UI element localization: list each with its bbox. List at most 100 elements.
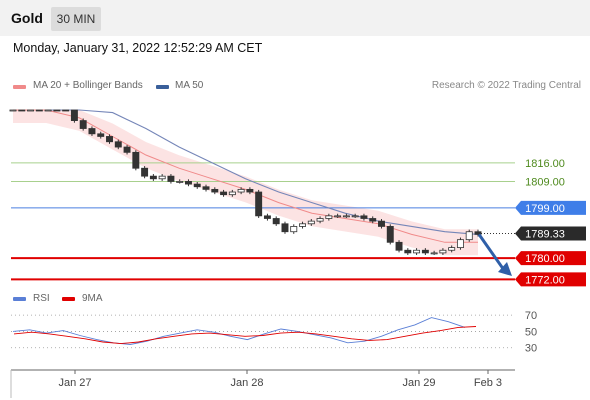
candle-body bbox=[281, 223, 289, 233]
bollinger-band-area bbox=[13, 110, 478, 256]
rsi-ma-legend-swatch bbox=[62, 297, 75, 301]
ma50-legend-label: MA 50 bbox=[175, 80, 204, 91]
candle-body bbox=[299, 223, 306, 227]
candle-body bbox=[307, 220, 315, 225]
candle-body bbox=[211, 188, 219, 193]
rsi-ma-line bbox=[13, 326, 477, 345]
bollinger-band bbox=[13, 110, 478, 256]
candle-body bbox=[149, 175, 157, 180]
price-tag-bg bbox=[515, 251, 586, 266]
candle-body bbox=[272, 218, 280, 225]
candle-body bbox=[220, 191, 228, 196]
candle-body bbox=[404, 249, 412, 254]
candle-body bbox=[369, 218, 377, 222]
rsi-ma-legend-label: 9MA bbox=[82, 293, 103, 304]
rsi-tick-label: 70 bbox=[525, 310, 537, 322]
forecast-arrow bbox=[477, 233, 512, 277]
ma20-legend-swatch bbox=[13, 85, 26, 89]
candle-body bbox=[97, 133, 105, 137]
arrow-shaft bbox=[477, 233, 506, 271]
candle-body bbox=[421, 249, 429, 254]
candle-body bbox=[88, 128, 96, 135]
price-tag-bg bbox=[515, 272, 586, 287]
candle-body bbox=[237, 188, 245, 193]
ma20-legend-label: MA 20 + Bollinger Bands bbox=[33, 80, 143, 91]
rsi-panel: 70 50 30 bbox=[11, 310, 537, 355]
arrow-head bbox=[498, 262, 512, 277]
ma20-line bbox=[13, 109, 478, 243]
candle-body bbox=[395, 241, 403, 251]
candle-body bbox=[474, 231, 482, 235]
price-levels bbox=[11, 162, 515, 281]
candle-body bbox=[342, 215, 350, 218]
instrument-title: Gold bbox=[11, 10, 43, 26]
price-tag-label: 1780.00 bbox=[525, 253, 565, 265]
candle-body bbox=[79, 120, 87, 129]
candle-body bbox=[27, 109, 35, 112]
price-tag-label: 1799.00 bbox=[525, 203, 565, 215]
candle-body bbox=[228, 191, 236, 196]
price-tag-label: 1789.33 bbox=[525, 228, 565, 240]
candle-body bbox=[185, 181, 192, 185]
candle-body bbox=[255, 191, 263, 217]
x-tick-label: Jan 27 bbox=[58, 377, 91, 389]
timestamp: Monday, January 31, 2022 12:52:29 AM CET bbox=[13, 41, 263, 55]
candle-body bbox=[456, 239, 464, 249]
candle-body bbox=[9, 109, 17, 112]
candle-body bbox=[430, 252, 438, 255]
candle-body bbox=[448, 247, 456, 251]
candle-body bbox=[386, 226, 394, 243]
candle-body bbox=[70, 109, 78, 121]
candle-body bbox=[53, 109, 61, 112]
candlesticks bbox=[9, 109, 482, 256]
candle-body bbox=[114, 141, 122, 148]
candle-body bbox=[263, 215, 271, 219]
price-tag-bg bbox=[515, 200, 586, 215]
candle-body bbox=[290, 226, 298, 233]
candle-body bbox=[44, 109, 52, 112]
ma50-line bbox=[13, 109, 479, 235]
candle-body bbox=[334, 215, 342, 218]
rsi-tick-label: 50 bbox=[525, 326, 537, 338]
candle-body bbox=[132, 151, 140, 169]
ma50-legend-swatch bbox=[156, 85, 169, 89]
candle-body bbox=[35, 109, 43, 112]
candle-body bbox=[193, 183, 201, 188]
x-tick-label: Jan 29 bbox=[402, 377, 435, 389]
candle-body bbox=[202, 186, 210, 190]
rsi-line bbox=[12, 317, 466, 345]
candle-body bbox=[158, 175, 166, 180]
price-tag-bg bbox=[515, 226, 586, 241]
candle-body bbox=[141, 167, 149, 177]
rsi-legend-swatch bbox=[13, 297, 26, 301]
credit-text: Research © 2022 Trading Central bbox=[431, 80, 581, 91]
candle-body bbox=[123, 146, 131, 153]
price-tag-label: 1809.00 bbox=[525, 176, 565, 188]
header-bar: Gold 30 MIN bbox=[0, 0, 590, 36]
candle-body bbox=[360, 215, 368, 219]
x-axis: Jan 27 Jan 28 Jan 29 Feb 3 bbox=[10, 369, 515, 398]
candle-body bbox=[176, 181, 184, 183]
candle-body bbox=[167, 175, 175, 182]
candle-body bbox=[413, 249, 421, 254]
rsi-tick-label: 30 bbox=[525, 343, 537, 355]
x-tick-label: Jan 28 bbox=[230, 377, 263, 389]
candle-body bbox=[246, 188, 254, 193]
candle-body bbox=[351, 215, 359, 218]
candle-body bbox=[18, 109, 26, 112]
price-tags: 1816.00 1809.00 1799.00 1789.33 1780.00 1772.… bbox=[515, 158, 586, 287]
price-tag-label: 1772.00 bbox=[525, 274, 565, 286]
candle-body bbox=[378, 220, 385, 227]
price-tag-label: 1816.00 bbox=[525, 158, 565, 170]
timeframe-button[interactable]: 30 MIN bbox=[51, 7, 101, 31]
candle-body bbox=[325, 215, 333, 219]
moving-averages bbox=[13, 109, 479, 243]
candle-body bbox=[62, 109, 70, 112]
candle-body bbox=[465, 231, 473, 241]
rsi-legend-label: RSI bbox=[33, 293, 50, 304]
x-tick-label: Feb 3 bbox=[474, 377, 502, 389]
candle-body bbox=[106, 136, 113, 143]
candle-body bbox=[316, 218, 324, 222]
candle-body bbox=[439, 249, 447, 254]
